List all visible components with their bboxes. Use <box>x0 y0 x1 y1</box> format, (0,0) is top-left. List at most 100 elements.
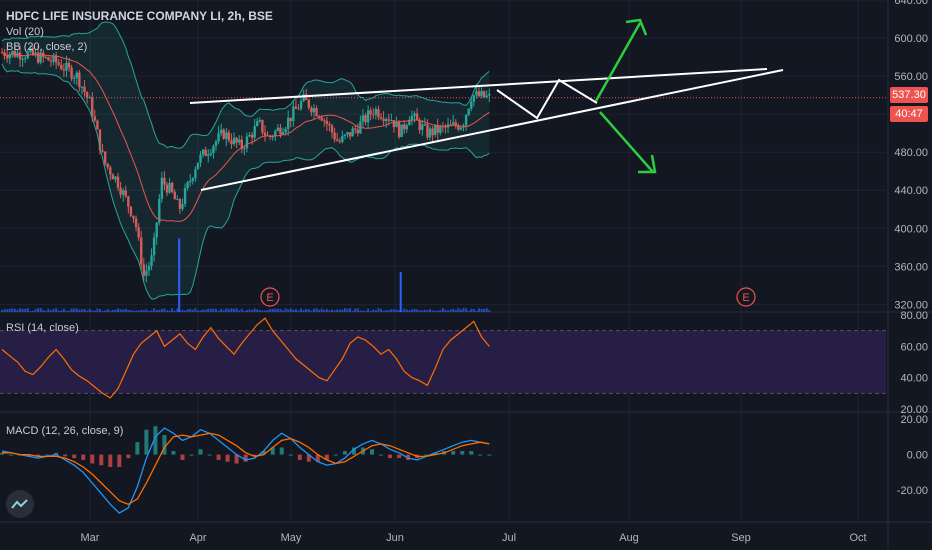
volume-bar <box>408 310 411 312</box>
macd-histogram-bar <box>333 454 338 456</box>
candle-body <box>444 126 447 128</box>
volume-bar <box>235 308 238 312</box>
volume-bar <box>323 309 326 312</box>
volume-bar <box>98 308 101 312</box>
macd-histogram-bar <box>324 454 329 460</box>
candle-body <box>158 198 161 223</box>
candle-body <box>160 177 164 199</box>
candle-body <box>415 113 419 121</box>
volume-bar <box>390 309 393 312</box>
candle-body <box>382 118 385 122</box>
candle-body <box>168 182 171 193</box>
volume-bar <box>214 308 217 312</box>
volume-bar <box>325 309 328 312</box>
volume-bar <box>101 310 104 312</box>
volume-bar <box>287 309 290 312</box>
macd-tick-label: -20.00 <box>897 485 928 497</box>
volume-bar <box>361 310 364 312</box>
volume-bar <box>364 310 367 312</box>
volume-bar <box>163 308 166 312</box>
candle-body <box>29 48 32 52</box>
candle-body <box>103 151 107 164</box>
macd-histogram-bar <box>406 454 411 460</box>
macd-legend[interactable]: MACD (12, 26, close, 9) <box>6 425 124 437</box>
candle-body <box>320 117 323 121</box>
volume-bar <box>91 310 94 312</box>
macd-histogram-bar <box>9 454 14 456</box>
volume-legend[interactable]: Vol (20) <box>6 26 44 38</box>
candle-body <box>470 101 473 109</box>
earnings-marker <box>736 287 756 307</box>
volume-bar <box>124 308 127 312</box>
volume-bar <box>387 310 390 312</box>
volume-bar <box>300 308 303 312</box>
volume-bar <box>19 308 22 312</box>
macd-pane <box>0 426 492 514</box>
bollinger-legend[interactable]: BB (20, close, 2) <box>6 41 88 53</box>
user-drawings[interactable] <box>189 18 784 191</box>
candle-body <box>276 127 280 131</box>
candle-body <box>464 114 468 126</box>
candle-body <box>256 121 259 127</box>
candle-body <box>222 129 225 139</box>
volume-bar <box>385 310 388 312</box>
volume-bar <box>377 308 380 312</box>
volume-bar <box>359 310 362 312</box>
volume-bar <box>222 310 225 312</box>
volume-bar <box>111 310 114 312</box>
candle-body <box>403 124 406 130</box>
volume-bar <box>274 308 277 312</box>
candle-body <box>67 62 71 68</box>
volume-bar <box>217 310 220 312</box>
candle-body <box>116 176 120 188</box>
bollinger-basis <box>1 51 490 222</box>
rsi-legend[interactable]: RSI (14, close) <box>6 322 79 334</box>
volume-bar <box>310 310 313 312</box>
tradingview-logo[interactable] <box>6 490 34 518</box>
volume-bar <box>73 308 76 312</box>
candle-body <box>390 120 393 122</box>
candle-body <box>24 58 27 60</box>
candle-body <box>423 124 427 126</box>
volume-bar <box>413 308 416 312</box>
volume-bar <box>312 308 315 312</box>
candle-body <box>366 110 370 123</box>
volume-bar <box>354 308 357 312</box>
volume-bar <box>196 310 199 312</box>
candle-body <box>369 110 372 115</box>
macd-histogram-bar <box>252 454 257 457</box>
candle-body <box>137 227 140 238</box>
up-arrow-shaft <box>594 22 642 102</box>
price-tick-label: 320.00 <box>894 299 928 311</box>
earnings-label: E <box>742 292 749 304</box>
macd-tick-label: 0.00 <box>907 450 928 462</box>
candle-body <box>454 122 457 126</box>
candle-body <box>418 120 421 130</box>
volume-bars <box>1 238 491 312</box>
volume-bar <box>135 310 138 312</box>
candle-body <box>72 77 76 79</box>
volume-bar <box>104 310 107 312</box>
candle-body <box>140 237 143 265</box>
volume-bar <box>119 309 122 312</box>
volume-bar <box>191 309 194 312</box>
volume-bar <box>251 309 254 312</box>
volume-bar <box>462 308 465 312</box>
candle-body <box>155 222 158 238</box>
x-tick-label: Mar <box>81 532 100 544</box>
volume-bar <box>248 309 251 312</box>
volume-bar <box>475 310 478 312</box>
macd-line <box>1 427 490 514</box>
candle-body <box>129 206 133 216</box>
candle-body <box>85 92 89 98</box>
candle-body <box>196 162 200 170</box>
volume-bar <box>225 308 228 312</box>
candle-body <box>341 136 344 142</box>
rsi-tick-label: 60.00 <box>900 341 928 353</box>
volume-bar <box>8 308 11 312</box>
candle-body <box>459 127 463 130</box>
macd-histogram-bar <box>288 454 293 456</box>
macd-histogram-bar <box>433 452 438 455</box>
